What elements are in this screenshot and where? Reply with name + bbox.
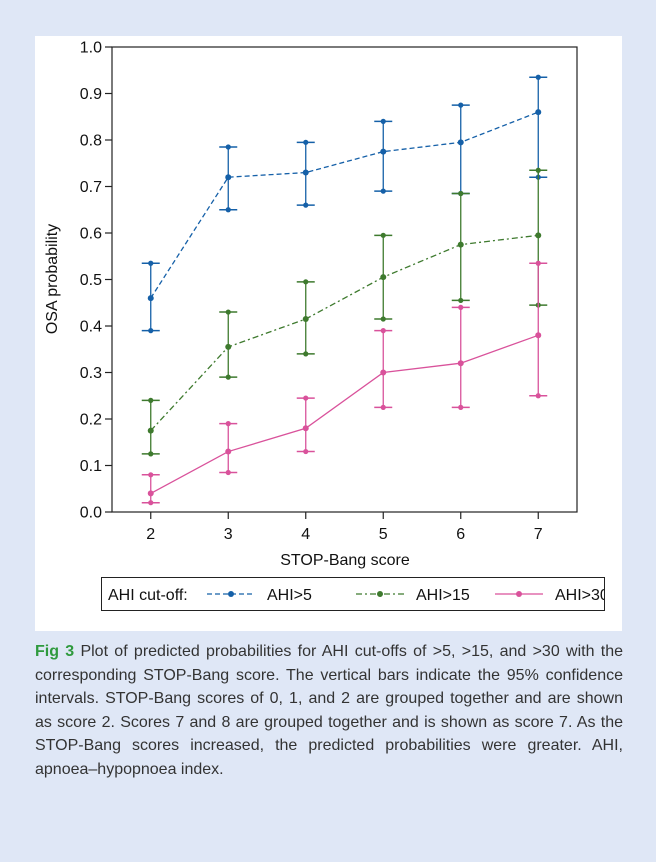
data-point xyxy=(535,109,542,116)
figure-caption: Fig 3 Plot of predicted probabilities fo… xyxy=(35,640,623,781)
y-tick-label: 0.5 xyxy=(80,272,102,289)
data-point xyxy=(535,332,542,339)
data-point xyxy=(535,232,542,239)
y-tick-label: 0.1 xyxy=(80,458,102,475)
series-line xyxy=(150,234,539,432)
data-point xyxy=(457,241,464,248)
legend-item: AHI>30 xyxy=(495,587,609,604)
ci-upper-marker xyxy=(225,421,231,427)
data-point xyxy=(225,448,232,455)
data-point xyxy=(380,274,387,281)
ci-lower-marker xyxy=(225,469,231,476)
ci-upper-marker xyxy=(380,232,386,238)
legend-title: AHI cut-off: xyxy=(108,587,188,604)
ci-lower-marker xyxy=(380,316,386,322)
series-line xyxy=(150,111,539,299)
ci-lower-marker xyxy=(458,297,464,304)
y-tick-label: 0.3 xyxy=(80,365,102,382)
legend-item: AHI>5 xyxy=(207,587,312,604)
ci-lower-marker xyxy=(303,448,309,455)
caption-text: Plot of predicted probabilities for AHI … xyxy=(35,643,623,778)
ci-upper-marker xyxy=(148,260,154,266)
legend-item: AHI>15 xyxy=(356,587,470,604)
caption-label: Fig 3 xyxy=(35,643,75,660)
ci-lower-marker xyxy=(535,393,541,399)
legend-label: AHI>15 xyxy=(416,587,470,604)
legend-swatch-marker xyxy=(377,591,383,597)
ci-lower-marker xyxy=(225,374,231,380)
y-tick-label: 0.9 xyxy=(80,86,102,103)
y-tick-label: 0.2 xyxy=(80,412,102,429)
y-axis-label: OSA probability xyxy=(44,224,61,334)
series-layer xyxy=(141,74,548,506)
series-ahi-30 xyxy=(141,260,548,506)
x-tick-label: 7 xyxy=(534,526,543,543)
y-tick-label: 0.8 xyxy=(80,133,102,150)
data-point xyxy=(147,295,154,302)
data-point xyxy=(225,174,232,181)
ci-lower-marker xyxy=(148,500,154,506)
ci-upper-marker xyxy=(225,309,231,315)
legend-swatch-marker xyxy=(516,591,522,597)
y-tick-label: 0.0 xyxy=(80,505,102,522)
series-line xyxy=(150,334,539,494)
data-point xyxy=(302,169,309,176)
ci-upper-marker xyxy=(303,139,309,145)
data-point xyxy=(380,369,387,376)
ci-upper-marker xyxy=(535,167,541,173)
plot-frame xyxy=(111,46,578,513)
data-point xyxy=(457,360,464,367)
ci-upper-marker xyxy=(380,328,386,334)
x-tick-label: 2 xyxy=(146,526,155,543)
ci-upper-marker xyxy=(458,102,464,108)
legend-label: AHI>5 xyxy=(267,587,312,604)
x-axis-label: STOP-Bang score xyxy=(280,552,410,569)
x-tick-label: 3 xyxy=(224,526,233,543)
y-axis: 0.0 0.1 0.2 0.3 0.4 0.5 0.6 0.7 0.8 0.9 1.0 xyxy=(80,40,112,522)
legend-swatch-marker xyxy=(228,591,234,597)
data-point xyxy=(457,139,464,146)
data-point xyxy=(147,490,154,497)
x-tick-label: 6 xyxy=(456,526,465,543)
ci-lower-marker xyxy=(303,351,309,357)
ci-lower-marker xyxy=(380,188,386,194)
ci-upper-marker xyxy=(303,395,309,401)
y-tick-label: 1.0 xyxy=(80,40,102,57)
data-point xyxy=(302,316,309,323)
ci-lower-marker xyxy=(225,207,231,213)
ci-upper-marker xyxy=(458,190,464,197)
ci-lower-marker xyxy=(380,404,386,410)
series-ahi-15 xyxy=(141,167,548,457)
ci-lower-marker xyxy=(148,328,154,334)
x-tick-label: 4 xyxy=(301,526,310,543)
series-ahi-5 xyxy=(141,74,548,334)
ci-upper-marker xyxy=(380,118,386,124)
x-tick-label: 5 xyxy=(379,526,388,543)
ci-upper-marker xyxy=(458,304,464,310)
ci-upper-marker xyxy=(148,397,154,403)
y-tick-label: 0.7 xyxy=(80,179,102,196)
ci-lower-marker xyxy=(458,404,464,410)
data-point xyxy=(147,427,154,434)
ci-upper-marker xyxy=(225,144,231,150)
ci-upper-marker xyxy=(535,74,541,80)
legend: AHI cut-off: AHI>5 AHI>15 AHI>30 xyxy=(101,577,609,611)
data-point xyxy=(380,148,387,155)
ci-lower-marker xyxy=(303,202,309,208)
data-point xyxy=(225,343,232,350)
ci-lower-marker xyxy=(148,451,154,457)
legend-label: AHI>30 xyxy=(555,587,604,604)
x-axis: 2 3 4 5 6 7 xyxy=(146,512,543,543)
probability-chart: 0.0 0.1 0.2 0.3 0.4 0.5 0.6 0.7 0.8 0.9 1.0 2 3 4 5 6 7… xyxy=(44,40,578,569)
ci-upper-marker xyxy=(148,472,154,478)
figure-panel: 0.0 0.1 0.2 0.3 0.4 0.5 0.6 0.7 0.8 0.9 1.0 2 3 4 5 6 7… xyxy=(35,36,622,631)
y-tick-label: 0.4 xyxy=(80,319,102,336)
y-tick-label: 0.6 xyxy=(80,226,102,243)
ci-upper-marker xyxy=(535,260,541,266)
data-point xyxy=(302,425,309,432)
ci-upper-marker xyxy=(303,279,309,285)
